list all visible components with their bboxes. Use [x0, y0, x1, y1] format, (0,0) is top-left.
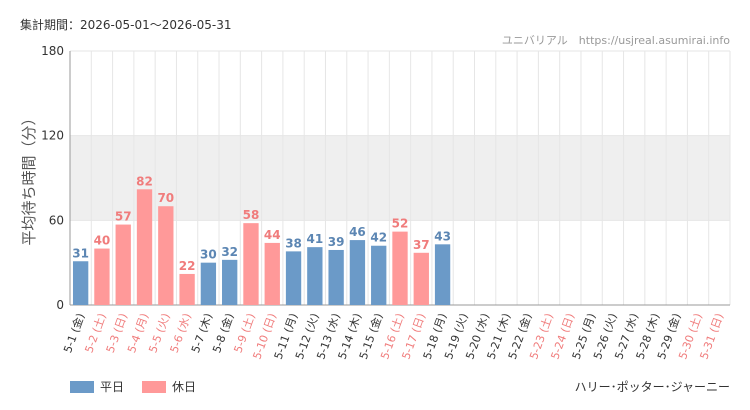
legend-item-weekday: 平日 — [70, 378, 124, 395]
bar-value-label: 43 — [434, 229, 451, 243]
period-label: 集計期間：2026-05-01〜2026-05-31 — [20, 18, 232, 32]
y-tick-label: 180 — [41, 44, 64, 58]
bar — [179, 273, 195, 305]
bar — [94, 248, 110, 305]
y-tick-label: 60 — [49, 213, 64, 227]
bar-value-label: 70 — [157, 191, 174, 205]
bar-value-label: 58 — [243, 208, 260, 222]
bar — [136, 189, 153, 305]
bar — [434, 244, 451, 305]
bar-value-label: 37 — [413, 238, 430, 252]
legend: 平日 休日 — [70, 378, 196, 395]
y-tick-label: 120 — [41, 129, 64, 143]
bar — [349, 240, 366, 305]
attraction-name: ハリー･ポッター･ジャーニー — [574, 380, 730, 394]
bar-value-label: 22 — [179, 259, 196, 273]
shaded-band — [70, 135, 730, 221]
legend-label-holiday: 休日 — [172, 380, 197, 394]
legend-item-holiday: 休日 — [142, 378, 196, 395]
y-axis-title: 平均待ち時間（分） — [20, 110, 38, 245]
legend-swatch-weekday — [70, 380, 94, 393]
bar-value-label: 42 — [370, 231, 387, 245]
y-tick-label: 0 — [56, 298, 64, 312]
bar — [413, 252, 429, 305]
bar — [285, 251, 302, 305]
source-credit: ユニバリアル https://usjreal.asumirai.info — [501, 34, 730, 47]
legend-label-weekday: 平日 — [100, 380, 125, 394]
bar-value-label: 38 — [285, 236, 302, 250]
bar-value-label: 46 — [349, 225, 366, 239]
bar — [222, 259, 238, 305]
bar-value-label: 30 — [200, 248, 217, 262]
bar — [243, 223, 259, 305]
bar — [264, 242, 280, 305]
bar — [72, 261, 89, 305]
bar — [328, 249, 344, 305]
bar-value-label: 40 — [94, 234, 111, 248]
bar — [371, 245, 387, 305]
bar-value-label: 57 — [115, 210, 132, 224]
bar-value-label: 39 — [328, 235, 345, 249]
bar — [158, 206, 174, 305]
bar — [115, 224, 131, 305]
bar — [392, 231, 408, 305]
bar-value-label: 31 — [72, 246, 89, 260]
bar — [200, 262, 217, 305]
bar-value-label: 32 — [221, 245, 238, 259]
bar — [307, 247, 323, 305]
bar-value-label: 82 — [136, 174, 153, 188]
bar-value-label: 44 — [264, 228, 281, 242]
bar-value-label: 52 — [392, 217, 409, 231]
legend-swatch-holiday — [142, 380, 167, 393]
bar-value-label: 41 — [306, 232, 323, 246]
